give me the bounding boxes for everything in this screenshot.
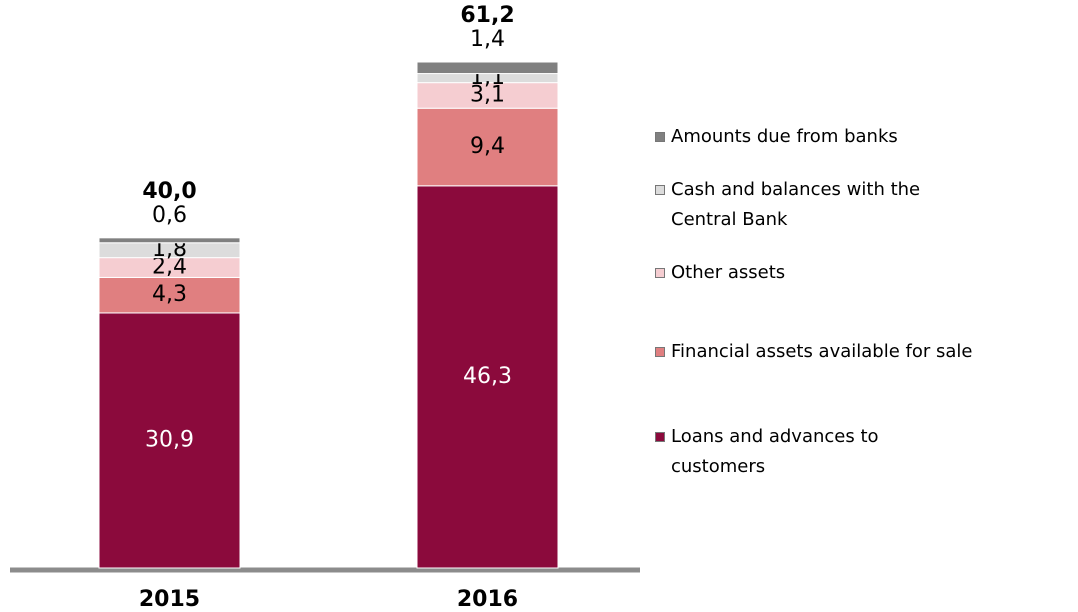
bar-segment — [98, 312, 241, 569]
legend-label: Cash and balances with the Central Bank — [671, 179, 921, 230]
bar-segment — [98, 237, 241, 244]
data-label: 9,4 — [470, 134, 505, 159]
bar-segment — [98, 276, 241, 314]
legend-item: Amounts due from banks — [655, 122, 1055, 152]
legend-swatch — [655, 268, 665, 278]
data-label: 3,1 — [470, 82, 505, 107]
legend-swatch — [655, 185, 665, 195]
data-label: 0,6 — [152, 203, 187, 228]
bar-segment — [416, 61, 559, 75]
bar-segment — [416, 82, 559, 109]
legend-label: Amounts due from banks — [671, 126, 898, 147]
data-label: 4,3 — [152, 282, 187, 307]
total-label: 61,2 — [460, 3, 514, 28]
legend-swatch — [655, 347, 665, 357]
x-tick-label: 2015 — [139, 587, 200, 612]
legend-item: Other assets — [655, 258, 1055, 288]
data-label: 46,3 — [463, 364, 512, 389]
legend-label: Other assets — [671, 262, 786, 283]
data-label: 1,4 — [470, 27, 505, 52]
legend-swatch — [655, 432, 665, 442]
data-label: 2,4 — [152, 255, 187, 280]
bar-segment — [416, 107, 559, 187]
data-label: 30,9 — [145, 427, 194, 452]
legend-item: Financial assets available for sale — [655, 337, 1055, 367]
total-label: 40,0 — [142, 179, 196, 204]
legend-label: Financial assets available for sale — [671, 341, 973, 362]
x-tick-label: 2016 — [457, 587, 518, 612]
legend-item: Cash and balances with the Central Bank — [655, 175, 985, 235]
bar-segment — [416, 185, 559, 569]
legend-swatch — [655, 132, 665, 142]
legend-label: Loans and advances to customers — [671, 426, 879, 477]
legend-item: Loans and advances to customers — [655, 422, 975, 482]
